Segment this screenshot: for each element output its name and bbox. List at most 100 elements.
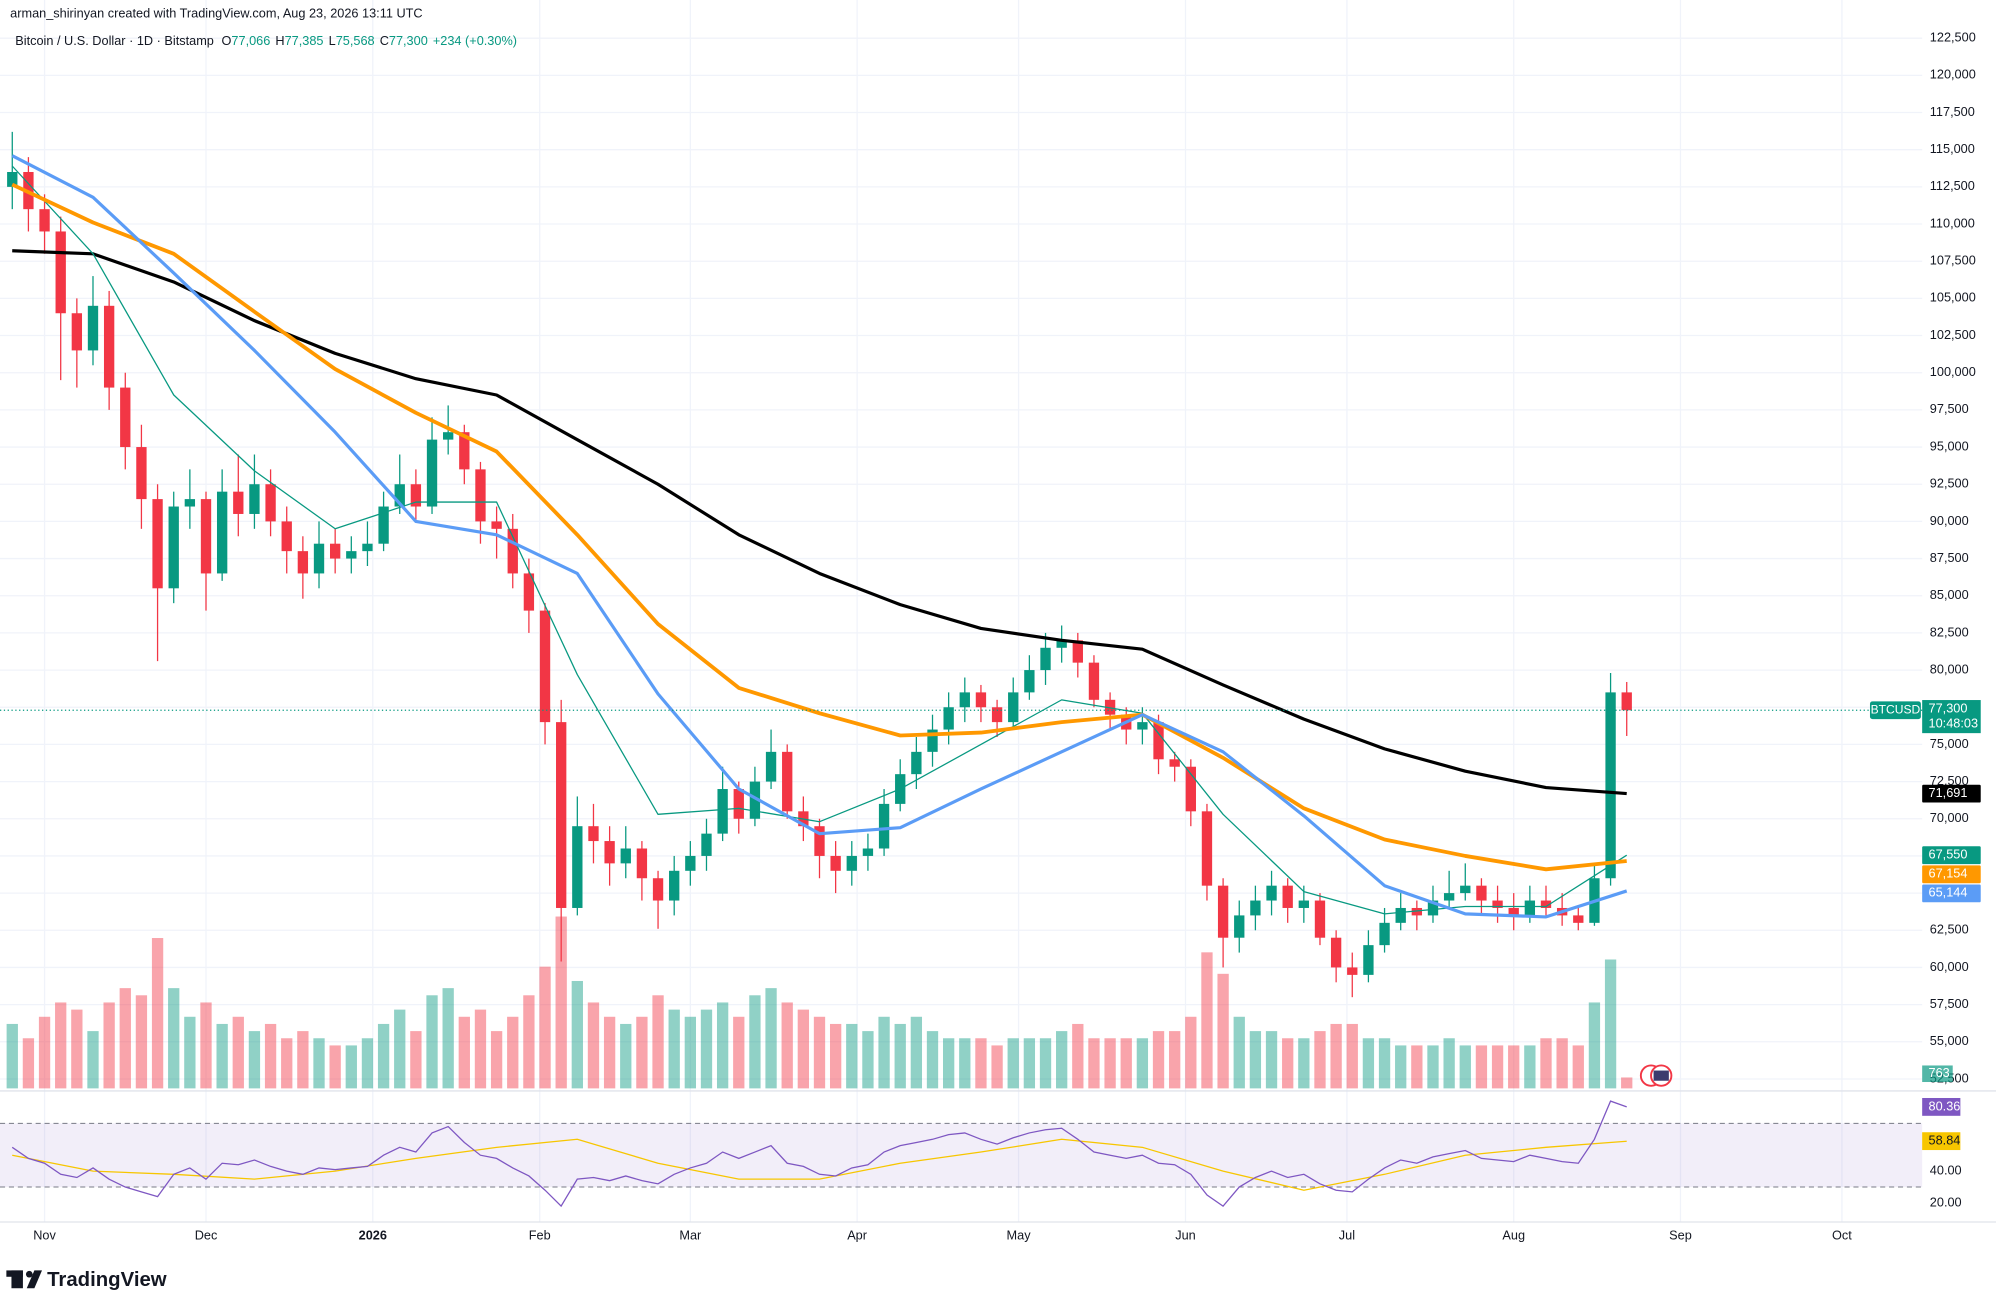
candle-body — [1395, 907, 1406, 923]
volume-bar — [216, 1023, 228, 1089]
candle-body — [782, 751, 793, 812]
volume-bar — [684, 1016, 696, 1089]
volume-bar — [1411, 1045, 1423, 1089]
candle-body — [7, 171, 18, 187]
volume-bar — [1475, 1045, 1488, 1089]
candle-body — [1298, 900, 1309, 908]
volume-bar — [959, 1038, 971, 1089]
candle-body — [733, 789, 744, 819]
y-tick-label: 82,500 — [1930, 624, 1969, 639]
ma-label: 67,154 — [1929, 866, 1968, 881]
volume-bar — [991, 1045, 1003, 1089]
volume-bar — [539, 966, 551, 1089]
candle-body — [1234, 915, 1245, 938]
candle-body — [394, 484, 405, 507]
volume-badge — [1922, 1065, 1953, 1083]
volume-bar — [1588, 1002, 1601, 1089]
volume-bar — [781, 1002, 793, 1089]
ma-badge — [1922, 884, 1981, 903]
volume-bar — [313, 1038, 325, 1089]
candle-body — [878, 803, 890, 849]
volume-bar — [1265, 1031, 1278, 1089]
candle-body — [685, 855, 696, 871]
volume-bar — [829, 1023, 842, 1089]
candle-body — [71, 313, 83, 351]
price-pane — [0, 131, 1923, 998]
volume-bar — [361, 1038, 374, 1089]
y-tick-label: 112,500 — [1930, 178, 1975, 193]
ohlc-key: H — [275, 33, 284, 48]
rsi-line — [11, 1100, 1627, 1208]
volume-bar — [1039, 1038, 1052, 1089]
candle-body — [410, 484, 422, 507]
volume-bar — [1201, 952, 1213, 1089]
candle-body — [475, 469, 486, 522]
x-tick-label: Mar — [679, 1227, 702, 1242]
candle-body — [1427, 900, 1439, 916]
candle-body — [426, 439, 438, 507]
candle-body — [1056, 640, 1067, 648]
candle-body — [636, 848, 648, 879]
volume-bar — [297, 1031, 309, 1089]
candle-body — [459, 432, 470, 470]
volume-bar — [894, 1023, 906, 1089]
candle-body — [329, 543, 341, 559]
candle-body — [491, 521, 502, 529]
volume-bar — [1023, 1038, 1036, 1089]
candle-body — [297, 551, 309, 574]
candle-body — [1379, 922, 1390, 946]
volume-bar — [1169, 1031, 1181, 1089]
volume-bar — [1443, 1038, 1455, 1089]
logo-mark — [6, 1270, 23, 1277]
volume-bar — [846, 1023, 858, 1089]
y-tick-label: 80,000 — [1930, 661, 1969, 676]
x-tick-label: Feb — [529, 1227, 551, 1242]
candle-body — [1508, 907, 1519, 916]
candle-body — [168, 506, 179, 589]
volume-bar — [1572, 1045, 1584, 1089]
volume-label: 763 — [1929, 1065, 1950, 1080]
candle-body — [669, 870, 680, 901]
candle-body — [991, 707, 1003, 723]
volume-bar — [490, 1031, 503, 1089]
y-tick-label: 70,000 — [1930, 810, 1969, 825]
volume-bar — [377, 1023, 390, 1089]
ma-label: 65,144 — [1929, 885, 1968, 900]
y-tick-label: 90,000 — [1930, 513, 1969, 528]
candle-body — [443, 432, 454, 440]
y-tick-label: 87,500 — [1930, 550, 1969, 565]
volume-bar — [329, 1045, 341, 1089]
x-tick-label: Sep — [1669, 1227, 1692, 1242]
volume-bar — [38, 1016, 51, 1089]
candle-body — [701, 833, 712, 856]
volume-bar — [733, 1016, 745, 1089]
candle-body — [103, 305, 115, 388]
symbol-label: BTCUSD — [1871, 702, 1921, 716]
volume-bar — [442, 988, 454, 1089]
ma-label: 71,691 — [1929, 785, 1968, 800]
candle-body — [1282, 885, 1293, 908]
volume-bar — [926, 1031, 939, 1089]
volume-bar — [555, 916, 567, 1089]
candle-body — [911, 751, 922, 775]
candle-body — [1314, 900, 1326, 938]
legend: Bitcoin / U.S. Dollar · 1D · Bitstamp O77… — [15, 33, 517, 48]
ohlc-key: C — [380, 33, 389, 48]
logo: TradingView — [6, 1269, 167, 1291]
candle-body — [1201, 811, 1213, 886]
volume-bar — [587, 1002, 600, 1089]
y-tick-label: 60,000 — [1930, 959, 1969, 974]
volume-bar — [765, 988, 777, 1089]
candle-body — [233, 491, 244, 514]
volume-bar — [55, 1002, 67, 1089]
volume-bar — [862, 1031, 874, 1089]
x-tick-label: Oct — [1832, 1227, 1852, 1242]
rsi-ma — [12, 1138, 1627, 1191]
volume-bar — [426, 995, 438, 1089]
y-tick-label: 95,000 — [1930, 438, 1969, 453]
candle-body — [572, 826, 583, 908]
candle-body — [604, 841, 615, 864]
volume-bar — [1524, 1045, 1536, 1089]
volume-bar — [1604, 959, 1617, 1089]
